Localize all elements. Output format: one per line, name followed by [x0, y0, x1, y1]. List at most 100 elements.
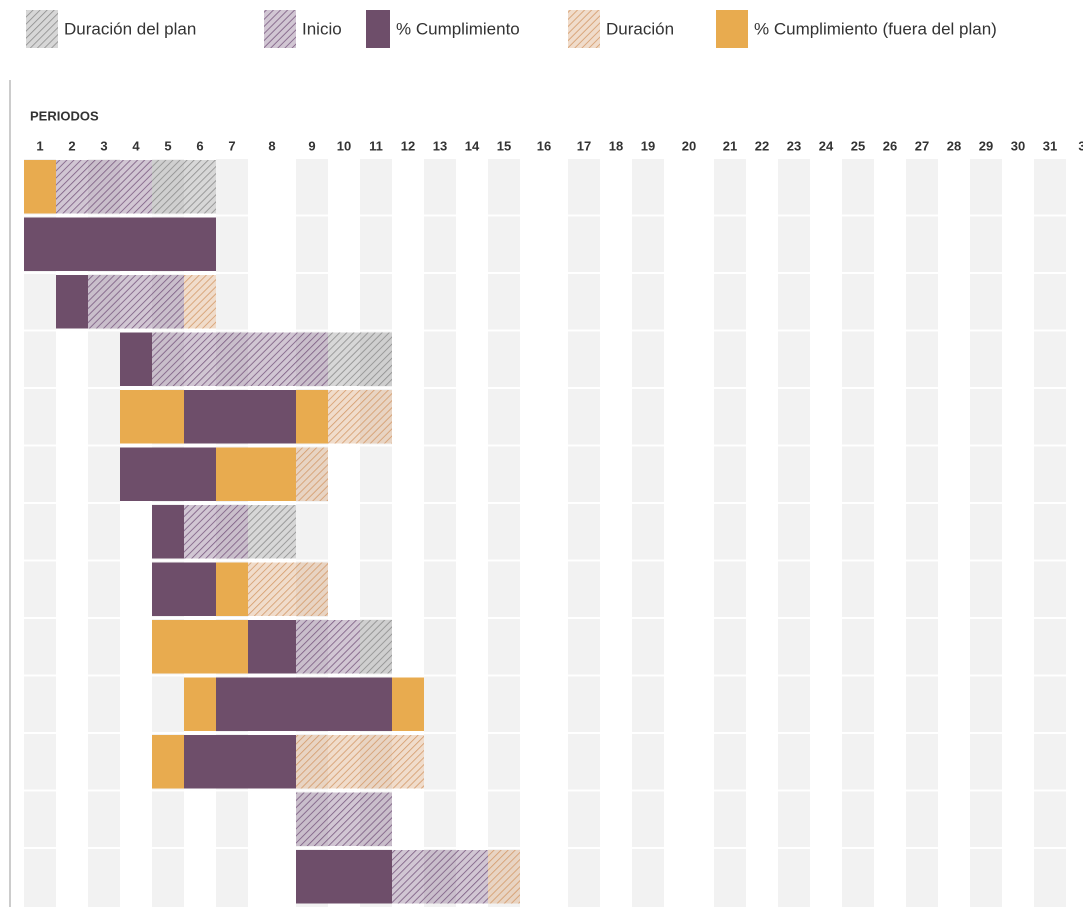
period-label: 5	[164, 138, 171, 153]
legend-swatch	[264, 10, 296, 48]
gantt-cell	[328, 735, 360, 789]
period-label: 28	[947, 138, 961, 153]
column-stripe	[714, 158, 746, 907]
gantt-cell	[360, 390, 392, 444]
period-label: 4	[132, 138, 140, 153]
period-label: 10	[337, 138, 351, 153]
gantt-cell	[328, 677, 360, 731]
period-label: 8	[268, 138, 275, 153]
period-label: 1	[36, 138, 43, 153]
gantt-cell	[120, 332, 152, 386]
gantt-cell	[424, 850, 456, 904]
gantt-cell	[328, 390, 360, 444]
period-label: 23	[787, 138, 801, 153]
period-label: 26	[883, 138, 897, 153]
period-label: 15	[497, 138, 511, 153]
period-label: 31	[1043, 138, 1057, 153]
gantt-cell	[216, 620, 248, 674]
column-stripe	[842, 158, 874, 907]
legend-label: % Cumplimiento	[396, 19, 520, 38]
column-stripe	[906, 158, 938, 907]
legend-swatch	[366, 10, 390, 48]
gantt-cell	[216, 505, 248, 559]
period-label: 12	[401, 138, 415, 153]
gantt-cell	[216, 735, 248, 789]
gantt-cell	[392, 735, 424, 789]
period-label: 21	[723, 138, 737, 153]
gantt-cell	[360, 620, 392, 674]
gantt-cell	[120, 160, 152, 214]
legend-swatch	[26, 10, 58, 48]
gantt-cell	[184, 390, 216, 444]
gantt-cell	[248, 677, 296, 731]
gantt-cell	[248, 562, 296, 616]
gantt-cell	[184, 735, 216, 789]
period-label: 7	[228, 138, 235, 153]
gantt-cell	[216, 562, 248, 616]
gantt-cell	[184, 275, 216, 329]
gantt-cell	[392, 850, 424, 904]
gantt-cell	[296, 735, 328, 789]
gantt-cell	[152, 447, 184, 501]
gantt-cell	[328, 850, 360, 904]
gantt-cell	[152, 505, 184, 559]
gantt-cell	[120, 275, 152, 329]
gantt-cell	[328, 792, 360, 846]
gantt-cell	[360, 332, 392, 386]
gantt-cell	[184, 160, 216, 214]
gantt-cell	[216, 677, 248, 731]
period-label: 14	[465, 138, 480, 153]
column-stripe	[424, 158, 456, 907]
gantt-cell	[360, 850, 392, 904]
period-label: 18	[609, 138, 623, 153]
period-label: 30	[1011, 138, 1025, 153]
gantt-cell	[392, 677, 424, 731]
gantt-cell	[120, 447, 152, 501]
period-label: 16	[537, 138, 551, 153]
gantt-cell	[152, 160, 184, 214]
period-label: 6	[196, 138, 203, 153]
gantt-cell	[296, 447, 328, 501]
period-label: 3	[1078, 138, 1083, 153]
period-label: 11	[369, 138, 383, 153]
gantt-cell	[488, 850, 520, 904]
gantt-cell	[216, 447, 248, 501]
gantt-cell	[184, 332, 216, 386]
period-label: 13	[433, 138, 447, 153]
column-stripe	[24, 158, 56, 907]
gantt-cell	[88, 217, 120, 271]
period-label: 17	[577, 138, 591, 153]
gantt-cell	[152, 562, 184, 616]
gantt-cell	[456, 850, 488, 904]
gantt-cell	[56, 275, 88, 329]
gantt-cell	[184, 217, 216, 271]
period-label: 29	[979, 138, 993, 153]
legend-label: Duración	[606, 19, 674, 38]
gantt-cell	[184, 677, 216, 731]
gantt-cell	[88, 160, 120, 214]
column-stripe	[632, 158, 664, 907]
legend-swatch	[716, 10, 748, 48]
legend-label: Inicio	[302, 19, 342, 38]
legend-label: % Cumplimiento (fuera del plan)	[754, 19, 997, 38]
gantt-cell	[248, 390, 296, 444]
gantt-cell	[328, 620, 360, 674]
gantt-cell	[152, 332, 184, 386]
period-label: 3	[100, 138, 107, 153]
column-stripe	[970, 158, 1002, 907]
column-stripe	[778, 158, 810, 907]
column-stripe	[568, 158, 600, 907]
column-stripe	[488, 158, 520, 907]
gantt-cell	[360, 677, 392, 731]
gantt-cell	[296, 620, 328, 674]
gantt-cell	[296, 562, 328, 616]
gantt-cell	[248, 447, 296, 501]
legend-swatch	[568, 10, 600, 48]
period-label: 19	[641, 138, 655, 153]
gantt-cell	[328, 332, 360, 386]
gantt-cell	[296, 332, 328, 386]
gantt-cell	[296, 850, 328, 904]
gantt-cell	[152, 217, 184, 271]
gantt-cell	[152, 620, 184, 674]
